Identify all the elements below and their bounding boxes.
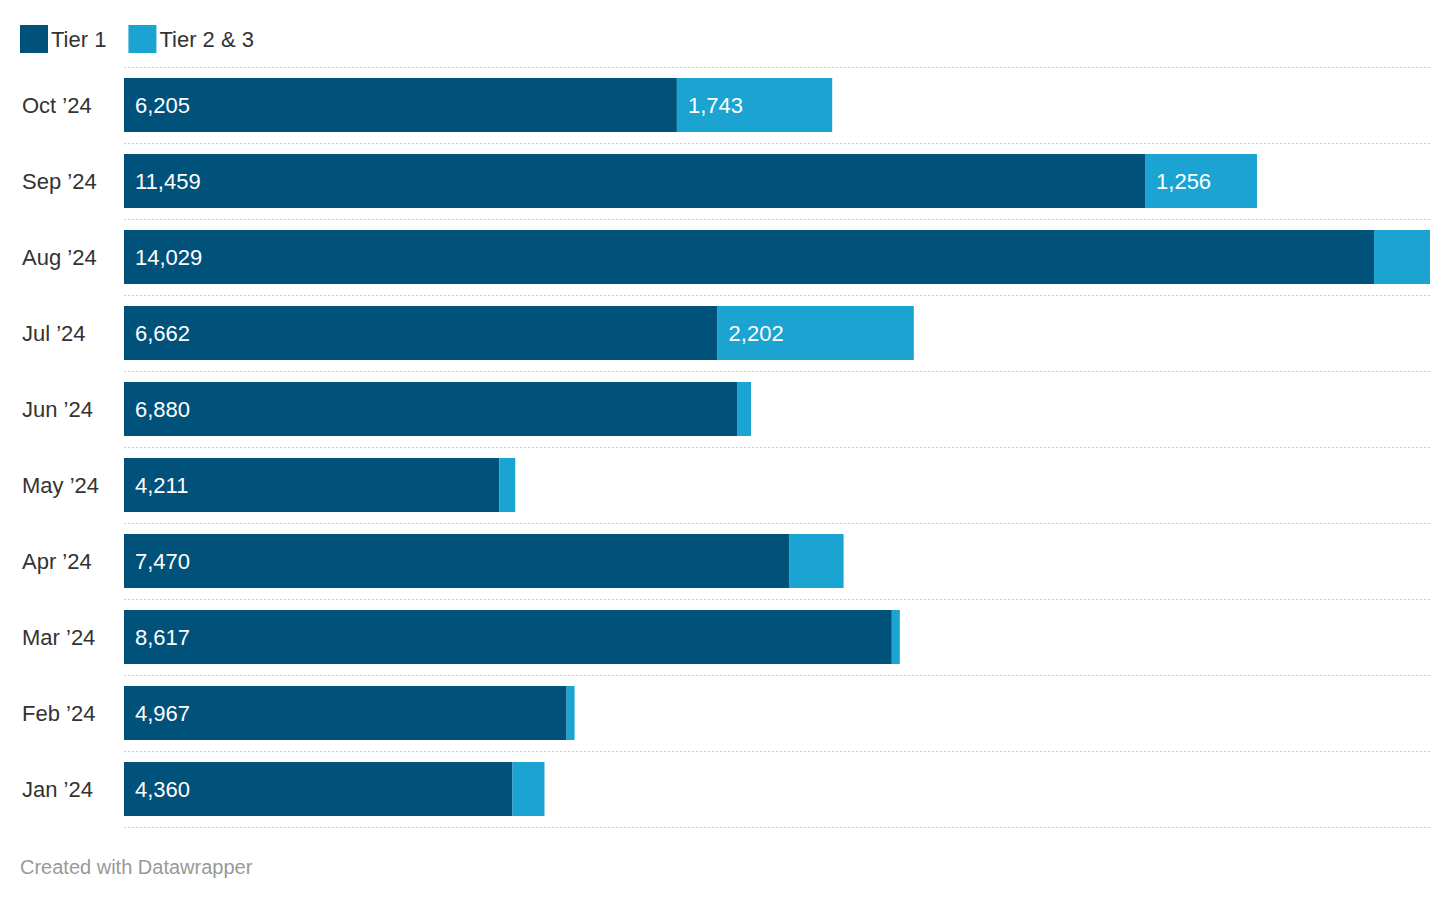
svg-text:Jul ’24: Jul ’24 bbox=[22, 321, 86, 346]
svg-text:Feb ’24: Feb ’24 bbox=[22, 701, 95, 726]
svg-text:4,360: 4,360 bbox=[135, 777, 190, 802]
svg-text:Jan ’24: Jan ’24 bbox=[22, 777, 93, 802]
svg-text:Aug ’24: Aug ’24 bbox=[22, 245, 97, 270]
svg-text:2,202: 2,202 bbox=[729, 321, 784, 346]
svg-text:8,617: 8,617 bbox=[135, 625, 190, 650]
svg-text:Created with Datawrapper: Created with Datawrapper bbox=[20, 856, 253, 878]
svg-text:14,029: 14,029 bbox=[135, 245, 202, 270]
svg-text:1,256: 1,256 bbox=[1156, 169, 1211, 194]
svg-text:May ’24: May ’24 bbox=[22, 473, 99, 498]
svg-text:6,205: 6,205 bbox=[135, 93, 190, 118]
svg-text:1,743: 1,743 bbox=[688, 93, 743, 118]
svg-text:Oct ’24: Oct ’24 bbox=[22, 93, 92, 118]
svg-text:Tier 1: Tier 1 bbox=[51, 27, 106, 52]
svg-text:Sep ’24: Sep ’24 bbox=[22, 169, 97, 194]
svg-text:4,967: 4,967 bbox=[135, 701, 190, 726]
svg-text:Tier 2 & 3: Tier 2 & 3 bbox=[159, 27, 254, 52]
svg-text:6,662: 6,662 bbox=[135, 321, 190, 346]
svg-text:7,470: 7,470 bbox=[135, 549, 190, 574]
svg-text:11,459: 11,459 bbox=[135, 169, 201, 194]
svg-text:Mar ’24: Mar ’24 bbox=[22, 625, 95, 650]
svg-text:Jun ’24: Jun ’24 bbox=[22, 397, 93, 422]
svg-text:4,211: 4,211 bbox=[135, 473, 188, 498]
svg-text:6,880: 6,880 bbox=[135, 397, 190, 422]
svg-text:Apr ’24: Apr ’24 bbox=[22, 549, 92, 574]
